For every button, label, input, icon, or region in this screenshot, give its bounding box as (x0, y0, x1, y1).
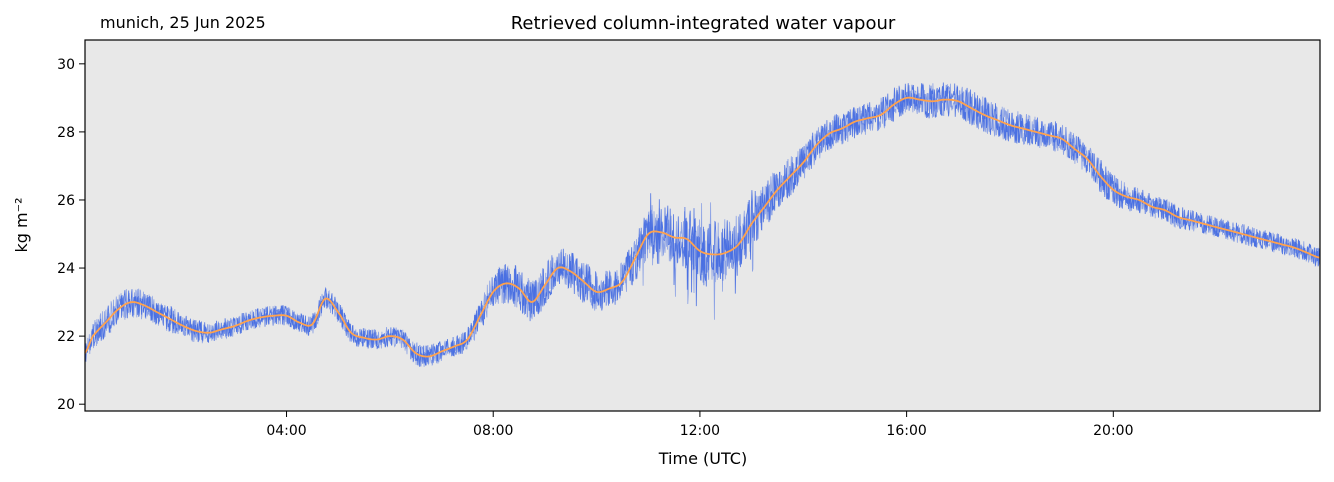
x-tick-label: 12:00 (680, 423, 720, 439)
y-axis-ticks: 20 22 24 26 28 30 (57, 57, 85, 413)
chart-title: Retrieved column-integrated water vapour (511, 13, 896, 34)
x-tick-label: 08:00 (473, 423, 513, 439)
plot-area (85, 40, 1320, 411)
x-tick-label: 20:00 (1093, 423, 1133, 439)
axes-spines (84, 39, 1321, 412)
smoothed-series-line (84, 96, 1321, 358)
raw-series (84, 82, 1321, 367)
x-tick-label: 04:00 (266, 423, 306, 439)
raw-series-line (84, 83, 1321, 367)
smoothed-series (84, 96, 1321, 358)
y-tick-label: 26 (57, 193, 75, 209)
y-tick-label: 24 (57, 261, 75, 277)
x-axis-label: Time (UTC) (658, 449, 747, 468)
y-tick-label: 30 (57, 57, 75, 73)
x-tick-label: 16:00 (886, 423, 926, 439)
x-axis-ticks: 04:00 08:00 12:00 16:00 20:00 (266, 411, 1133, 439)
y-tick-label: 20 (57, 397, 75, 413)
y-tick-label: 28 (57, 125, 75, 141)
date-annotation: munich, 25 Jun 2025 (100, 13, 266, 32)
y-tick-label: 22 (57, 329, 75, 345)
y-axis-label: kg m⁻² (12, 198, 31, 253)
